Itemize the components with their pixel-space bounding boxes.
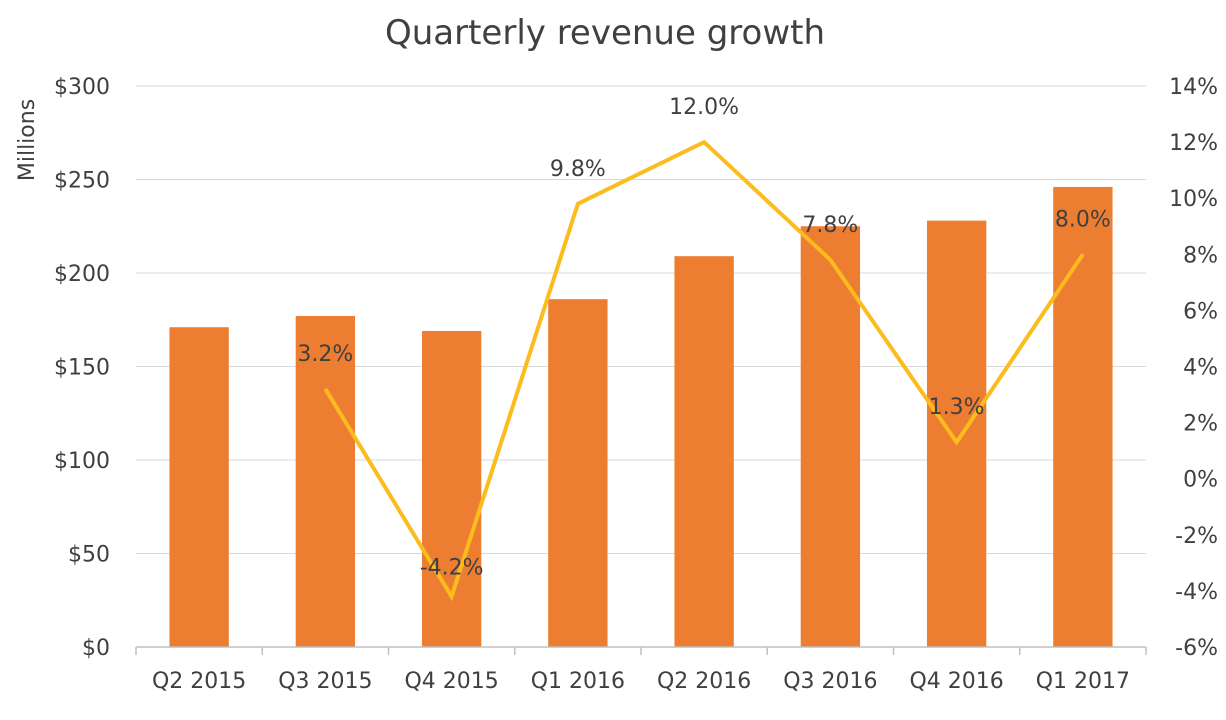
x-tick-label: Q4 2016 (909, 669, 1003, 694)
y-right-tick-label: 6% (1183, 299, 1218, 324)
x-tick-label: Q4 2015 (404, 669, 498, 694)
x-tick-label: Q2 2016 (657, 669, 751, 694)
y-left-tick-label: $150 (54, 356, 110, 381)
gridlines (136, 85, 1146, 554)
data-label: 8.0% (1055, 207, 1111, 232)
bar (1053, 186, 1113, 648)
bar (169, 327, 229, 647)
growth-line (323, 139, 1085, 602)
bar (295, 316, 356, 647)
growth-line-series (323, 139, 1085, 602)
data-labels: 3.2% -4.2% 9.8% 12.0% 7.8% 1.3% 8.0% (297, 95, 1110, 580)
y-right-tick-label: 10% (1169, 187, 1218, 212)
y-right-tick-label: 0% (1183, 468, 1218, 493)
x-tick-label: Q1 2016 (531, 669, 625, 694)
y-axis-label: Millions (15, 99, 40, 181)
y-left-tick-label: $0 (82, 636, 110, 661)
x-tick-label: Q1 2017 (1036, 669, 1130, 694)
data-label: 7.8% (802, 213, 858, 238)
x-tick-label: Q2 2015 (152, 669, 246, 694)
y-right-tick-label: -2% (1175, 524, 1218, 549)
bar (674, 256, 734, 647)
axes: $0 $50 $100 $150 $200 $250 $300 -6% -4% -2% 0% 2% 4%… (54, 75, 1218, 694)
y-left-tick-label: $50 (68, 543, 110, 568)
bar (800, 226, 861, 647)
y-right-tick-label: 4% (1183, 356, 1218, 381)
y-right-tick-label: 14% (1169, 75, 1218, 100)
data-label: 3.2% (297, 342, 353, 367)
x-tick-label: Q3 2016 (783, 669, 877, 694)
y-left-tick-label: $250 (54, 169, 110, 194)
chart-title: Quarterly revenue growth (385, 13, 825, 53)
data-label: -4.2% (420, 556, 484, 581)
y-right-tick-label: 12% (1169, 131, 1218, 156)
data-label: 12.0% (669, 95, 739, 120)
y-right-tick-label: -4% (1175, 580, 1218, 605)
y-left-tick-label: $300 (54, 75, 110, 100)
y-right-tick-label: 2% (1183, 412, 1218, 437)
y-right-tick-label: -6% (1175, 636, 1218, 661)
y-left-tick-label: $100 (54, 449, 110, 474)
bar (926, 220, 987, 647)
x-tick-label: Q3 2015 (278, 669, 372, 694)
data-label: 9.8% (550, 157, 606, 182)
y-left-tick-label: $200 (54, 262, 110, 287)
y-right-tick-label: 8% (1183, 243, 1218, 268)
bar (548, 299, 608, 647)
data-label: 1.3% (929, 395, 985, 420)
